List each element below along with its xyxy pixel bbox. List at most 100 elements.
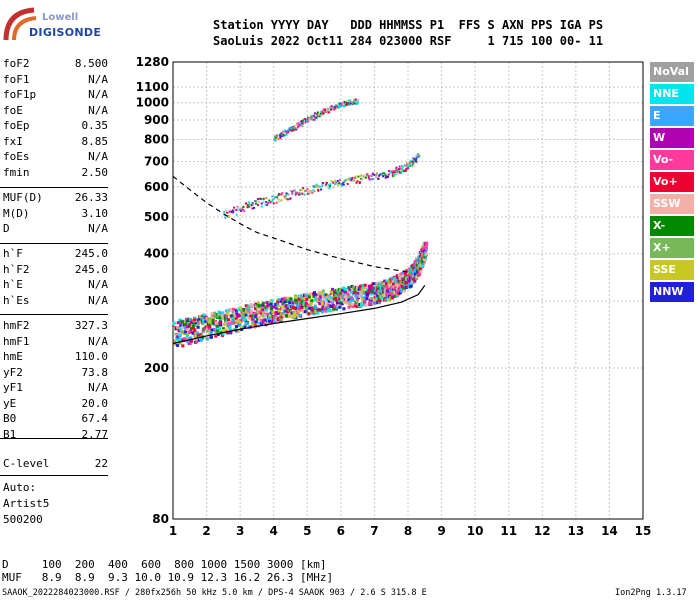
trace-point	[337, 106, 340, 109]
trace-point	[291, 127, 294, 130]
trace-point	[352, 178, 355, 181]
trace-point	[270, 304, 274, 308]
trace-point	[289, 197, 292, 200]
trace-point	[267, 315, 271, 319]
trace-point	[336, 103, 339, 106]
trace-point	[220, 313, 224, 317]
trace-point	[340, 288, 344, 292]
trace-point	[373, 173, 376, 176]
trace-point	[398, 276, 402, 280]
trace-point	[179, 324, 183, 328]
trace-point	[341, 102, 344, 105]
param-label: h`F	[3, 247, 23, 260]
trace-point	[321, 310, 325, 314]
trace-point	[375, 298, 379, 302]
trace-point	[392, 285, 396, 289]
trace-point	[331, 287, 335, 291]
trace-point	[404, 164, 407, 167]
trace-point	[315, 293, 319, 297]
trace-point	[320, 302, 324, 306]
trace-point	[293, 306, 297, 310]
trace-point	[332, 297, 336, 301]
trace-point	[360, 301, 364, 305]
param-value: 67.4	[81, 412, 109, 425]
trace-point	[254, 320, 258, 324]
param-value: 0.35	[81, 119, 109, 132]
trace-point	[391, 294, 395, 298]
trace-point	[261, 301, 265, 305]
trace-point	[280, 315, 284, 319]
trace-point	[408, 163, 411, 166]
trace-point	[282, 130, 285, 133]
trace-point	[293, 296, 297, 300]
trace-point	[288, 301, 292, 305]
trace-point	[393, 294, 397, 298]
param-value: 2.50	[81, 165, 109, 179]
trace-point	[238, 320, 242, 324]
trace-point	[275, 134, 278, 137]
trace-point	[371, 290, 375, 294]
trace-point	[271, 318, 275, 322]
param-value: 2.77	[81, 427, 109, 441]
trace-point	[209, 319, 213, 323]
trace-point	[331, 301, 335, 305]
trace-point	[281, 306, 285, 310]
trace-point	[245, 308, 249, 312]
param-row: hmE 110.0	[0, 350, 108, 365]
trace-point	[312, 114, 315, 117]
trace-point	[416, 263, 420, 267]
trace-point	[241, 326, 245, 330]
trace-point	[186, 333, 190, 337]
trace-point	[281, 133, 284, 136]
trace-point	[383, 289, 387, 293]
trace-point	[388, 290, 392, 294]
trace-point	[291, 301, 295, 305]
trace-point	[381, 172, 384, 175]
trace-point	[360, 304, 364, 308]
trace-point	[240, 316, 244, 320]
trace-point	[185, 334, 189, 338]
trace-point	[357, 175, 360, 178]
x-tick-label: 2	[202, 524, 210, 538]
trace-point	[232, 321, 236, 325]
trace-point	[289, 189, 292, 192]
trace-point	[189, 336, 193, 340]
param-value: N/A	[88, 334, 108, 348]
trace-point	[385, 298, 389, 302]
trace-point	[395, 274, 399, 278]
trace-point	[303, 117, 306, 120]
trace-point	[330, 108, 333, 111]
trace-point	[178, 337, 182, 341]
param-row: yF2 73.8	[0, 366, 108, 381]
trace-point	[285, 192, 288, 195]
trace-point	[395, 166, 398, 169]
trace-point	[348, 288, 352, 292]
trace-point	[207, 317, 211, 321]
trace-point	[248, 205, 251, 208]
trace-point	[321, 307, 325, 311]
trace-point	[246, 204, 249, 207]
trace-point	[347, 286, 351, 290]
param-value: N/A	[88, 103, 108, 117]
param-row: fxI 8.85	[0, 135, 108, 150]
trace-point	[312, 185, 315, 188]
trace-point	[373, 291, 377, 295]
param-label: hmF1	[3, 334, 30, 348]
trace-point	[375, 174, 378, 177]
trace-point	[222, 328, 226, 332]
trace-point	[310, 116, 313, 119]
trace-point	[177, 321, 181, 325]
trace-point	[315, 306, 319, 310]
trace-point	[361, 178, 364, 181]
trace-point	[219, 321, 223, 325]
trace-point	[343, 295, 347, 299]
param-label: foF1	[3, 72, 30, 86]
trace-point	[335, 301, 339, 305]
trace-point	[271, 310, 275, 314]
trace-point	[325, 183, 328, 186]
trace-point	[375, 172, 378, 175]
trace-point	[182, 337, 186, 341]
trace-point	[400, 284, 404, 288]
param-value: 245.0	[74, 262, 108, 276]
trace-point	[257, 301, 261, 305]
